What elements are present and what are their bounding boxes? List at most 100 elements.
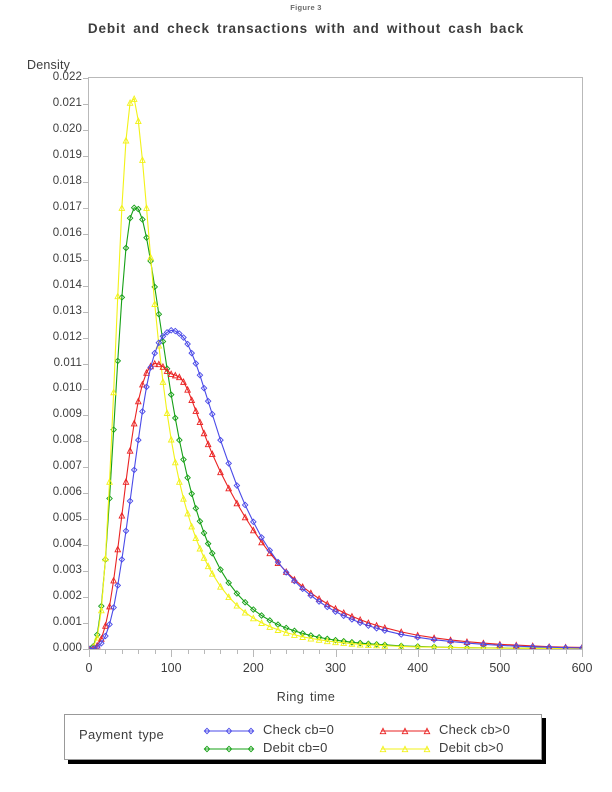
triangle-marker <box>192 534 200 542</box>
x-axis-tick-minor <box>302 650 304 654</box>
diamond-marker <box>381 641 389 649</box>
triangle-marker <box>184 385 192 393</box>
y-tick-label: 0.006 <box>52 486 82 499</box>
y-axis-tick <box>83 155 88 157</box>
legend-title: Payment type <box>79 727 165 742</box>
diamond-marker <box>562 644 569 649</box>
diamond-marker <box>151 349 159 357</box>
y-axis-tick <box>83 571 88 573</box>
triangle-marker <box>134 117 142 124</box>
diamond-marker <box>307 592 315 599</box>
diamond-marker <box>114 582 122 589</box>
triangle-marker <box>225 593 233 600</box>
diamond-marker <box>348 638 356 646</box>
triangle-marker <box>208 569 216 577</box>
triangle-marker <box>196 418 204 426</box>
diamond-marker <box>204 397 212 405</box>
diamond-marker <box>348 616 356 623</box>
diamond-marker <box>167 326 175 334</box>
triangle-marker <box>373 641 381 649</box>
triangle-marker <box>167 435 175 443</box>
diamond-marker <box>139 216 146 223</box>
diamond-marker <box>126 214 134 222</box>
diamond-marker <box>249 606 257 613</box>
diamond-marker <box>217 436 224 444</box>
triangle-marker <box>315 635 323 643</box>
legend-label: Debit cb=0 <box>263 740 328 755</box>
diamond-marker <box>332 608 339 615</box>
triangle-marker <box>431 643 437 649</box>
triangle-marker <box>233 601 241 609</box>
diamond-marker <box>188 490 196 498</box>
diamond-marker <box>200 529 208 537</box>
diamond-marker <box>373 624 380 632</box>
y-axis-tick <box>83 233 88 235</box>
triangle-marker <box>122 136 130 144</box>
series-line <box>89 97 582 649</box>
triangle-marker <box>290 631 298 638</box>
triangle-marker <box>414 631 422 639</box>
diamond-marker <box>480 644 487 649</box>
diamond-marker <box>204 540 212 547</box>
y-axis-tick <box>83 259 88 261</box>
x-axis-tick-major <box>582 650 583 657</box>
legend-label: Check cb=0 <box>263 722 335 737</box>
y-tick-label: 0.001 <box>52 616 82 629</box>
diamond-marker <box>414 633 422 641</box>
y-tick-label: 0.017 <box>52 200 82 213</box>
x-axis-tick-minor <box>516 650 518 654</box>
diamond-marker <box>225 579 233 587</box>
triangle-marker <box>102 621 109 629</box>
triangle-marker <box>249 614 257 622</box>
chart-title: Debit and check transactions with and wi… <box>87 21 525 36</box>
x-axis-label: Ring time <box>276 690 336 704</box>
triangle-marker <box>299 633 307 640</box>
diamond-marker <box>110 604 117 611</box>
triangle-marker <box>401 745 409 753</box>
triangle-marker <box>233 499 241 507</box>
diamond-marker <box>397 642 405 649</box>
diamond-marker <box>463 644 471 649</box>
y-axis-tick <box>83 389 88 391</box>
triangle-marker <box>147 253 155 261</box>
diamond-marker <box>225 727 233 735</box>
y-axis-tick <box>83 285 88 287</box>
triangle-marker <box>126 98 134 106</box>
triangle-marker <box>414 643 421 649</box>
diamond-marker <box>184 340 191 348</box>
triangle-marker <box>93 633 101 641</box>
triangle-marker <box>159 377 167 385</box>
y-tick-label: 0.021 <box>52 96 82 109</box>
diamond-marker <box>143 383 150 391</box>
series-debit-cb-0 <box>89 95 582 649</box>
x-axis-tick-minor <box>105 650 107 654</box>
y-axis-tick <box>83 441 88 443</box>
diamond-marker <box>241 501 249 509</box>
y-axis-label: Density <box>27 58 71 72</box>
y-axis-tick <box>83 78 88 79</box>
triangle-marker <box>208 450 216 457</box>
y-tick-label: 0.010 <box>52 382 82 395</box>
triangle-marker <box>200 429 208 437</box>
triangle-marker <box>258 619 265 626</box>
triangle-marker <box>163 367 171 374</box>
triangle-marker <box>167 370 175 378</box>
x-axis-tick-minor <box>138 650 140 654</box>
triangle-marker <box>184 509 192 517</box>
triangle-marker <box>364 641 372 648</box>
triangle-marker <box>118 511 126 519</box>
y-axis-tick <box>83 103 88 105</box>
triangle-marker <box>114 292 122 300</box>
diamond-marker <box>247 745 255 753</box>
diamond-marker <box>134 436 142 444</box>
triangle-marker <box>200 553 208 561</box>
triangle-marker <box>126 446 134 454</box>
triangle-marker <box>356 640 364 648</box>
triangle-marker <box>217 582 224 590</box>
diamond-marker <box>356 619 364 627</box>
diamond-marker <box>171 414 179 422</box>
triangle-marker <box>217 468 224 476</box>
triangle-marker <box>143 368 150 376</box>
diamond-marker <box>163 329 171 336</box>
x-tick-label: 600 <box>571 661 593 675</box>
